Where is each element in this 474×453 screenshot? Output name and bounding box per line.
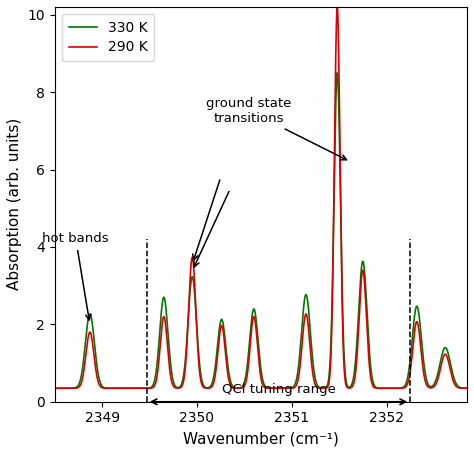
330 K [296,361,301,366]
290 K [380,386,385,391]
Text: hot bands: hot bands [42,232,109,320]
330 K [73,385,78,390]
290 K [73,386,78,391]
290 K [296,373,301,379]
290 K [52,386,58,391]
290 K [334,4,340,10]
290 K [314,384,319,390]
330 K [126,386,131,391]
290 K [464,386,470,391]
330 K [464,386,470,391]
330 K [52,386,58,391]
Text: QCl tuning range: QCl tuning range [221,383,336,396]
Text: ground state
transitions: ground state transitions [206,97,346,160]
X-axis label: Wavenumber (cm⁻¹): Wavenumber (cm⁻¹) [183,431,339,446]
Legend: 330 K, 290 K: 330 K, 290 K [62,14,155,61]
330 K [201,384,207,389]
Line: 290 K: 290 K [55,7,467,388]
330 K [314,381,319,387]
330 K [358,276,364,282]
Line: 330 K: 330 K [55,73,467,388]
330 K [334,70,340,76]
290 K [358,290,364,295]
290 K [201,385,207,390]
330 K [380,386,385,391]
Y-axis label: Absorption (arb. units): Absorption (arb. units) [7,118,22,290]
